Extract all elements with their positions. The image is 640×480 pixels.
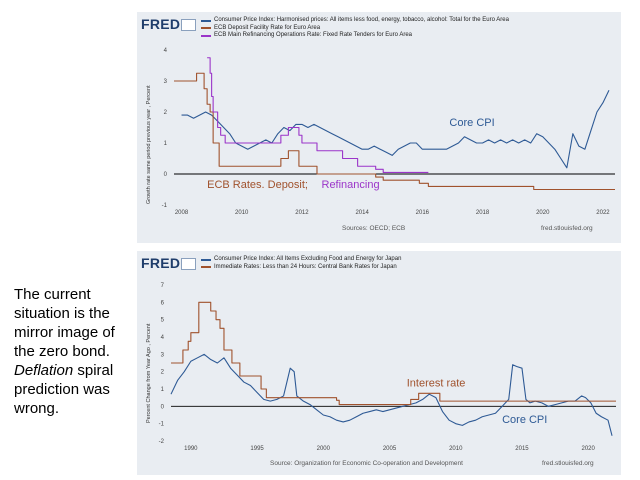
y-tick-label: 2 bbox=[161, 370, 165, 376]
commentary-line-2: spiral prediction was wrong. bbox=[14, 362, 114, 417]
x-tick-label: 2014 bbox=[355, 210, 369, 216]
legend-item-refi-rate: ECB Main Refinancing Operations Rate: Fi… bbox=[201, 32, 509, 40]
series-line bbox=[170, 353, 613, 436]
x-tick-label: 2010 bbox=[449, 446, 463, 452]
annotation-label: Interest rate bbox=[407, 377, 466, 389]
x-tick-label: 2005 bbox=[383, 446, 397, 452]
series-line bbox=[174, 72, 615, 191]
series-line bbox=[181, 90, 610, 169]
fred-logo: FRED bbox=[141, 16, 181, 32]
y-tick-label: 6 bbox=[161, 300, 165, 306]
x-tick-label: 2022 bbox=[596, 210, 610, 216]
legend-swatch bbox=[201, 19, 211, 22]
x-tick-label: 2000 bbox=[317, 446, 331, 452]
site-link[interactable]: fred.stlouisfed.org bbox=[541, 225, 593, 232]
y-tick-label: 0 bbox=[164, 172, 168, 178]
y-tick-label: -1 bbox=[159, 422, 165, 428]
y-tick-label: 5 bbox=[161, 318, 165, 324]
x-tick-label: 2015 bbox=[515, 446, 529, 452]
x-tick-label: 1990 bbox=[184, 446, 198, 452]
legend-label: Consumer Price Index: Harmonised prices:… bbox=[214, 17, 509, 23]
x-tick-label: 2012 bbox=[295, 210, 309, 216]
commentary-text: The current situation is the mirror imag… bbox=[14, 285, 126, 418]
x-tick-label: 2010 bbox=[235, 210, 249, 216]
series-line bbox=[207, 57, 429, 173]
legend-item-deposit-rate: ECB Deposit Facility Rate for Euro Area bbox=[201, 25, 509, 33]
y-tick-label: 3 bbox=[164, 79, 168, 85]
y-tick-label: 3 bbox=[161, 352, 165, 358]
chart-panel-euro-area: FRED Consumer Price Index: Harmonised pr… bbox=[137, 12, 621, 243]
commentary-italic-word: Deflation bbox=[14, 362, 74, 379]
legend-swatch bbox=[201, 266, 211, 269]
commentary-line-1: The current situation is the mirror imag… bbox=[14, 286, 115, 360]
x-tick-label: 1995 bbox=[250, 446, 264, 452]
legend-item-core-cpi: Consumer Price Index: All Items Excludin… bbox=[201, 256, 401, 264]
chart-panel-japan: FRED Consumer Price Index: All Items Exc… bbox=[137, 251, 621, 475]
legend-item-immediate-rate: Immediate Rates: Less than 24 Hours: Cen… bbox=[201, 264, 401, 272]
legend-swatch bbox=[201, 258, 211, 261]
fred-chart-logo-icon bbox=[181, 258, 196, 270]
y-tick-label: 4 bbox=[161, 335, 165, 341]
legend-swatch bbox=[201, 27, 211, 30]
legend: Consumer Price Index: All Items Excludin… bbox=[201, 256, 401, 271]
y-tick-label: 1 bbox=[161, 387, 165, 393]
fred-logo: FRED bbox=[141, 255, 181, 271]
y-tick-label: 4 bbox=[164, 48, 168, 54]
x-tick-label: 2008 bbox=[175, 210, 189, 216]
x-tick-label: 2020 bbox=[582, 446, 596, 452]
y-tick-label: 7 bbox=[161, 283, 165, 289]
y-tick-label: 0 bbox=[161, 404, 165, 410]
y-tick-label: 2 bbox=[164, 110, 168, 116]
x-tick-label: 2020 bbox=[536, 210, 550, 216]
x-tick-label: 2018 bbox=[476, 210, 490, 216]
series-line bbox=[171, 301, 616, 406]
source-note: Sources: OECD; ECB bbox=[342, 225, 406, 232]
y-tick-label: -2 bbox=[159, 439, 165, 445]
annotation-label: Core CPI bbox=[502, 414, 547, 426]
chart-japan: -2 -1 0 1 2 3 4 5 6 7 1990 1995 2000 2005 2010 2015 2020… bbox=[159, 283, 616, 452]
legend-label: ECB Main Refinancing Operations Rate: Fi… bbox=[214, 32, 412, 38]
legend-label: Consumer Price Index: All Items Excludin… bbox=[214, 256, 402, 262]
y-tick-label: 1 bbox=[164, 141, 168, 147]
legend: Consumer Price Index: Harmonised prices:… bbox=[201, 17, 509, 40]
legend-label: Immediate Rates: Less than 24 Hours: Cen… bbox=[214, 263, 397, 270]
source-note: Source: Organization for Economic Co-ope… bbox=[270, 460, 463, 467]
annotation-label: ECB Rates. Deposit; bbox=[207, 179, 308, 191]
chart-euro-area: -1 0 1 2 3 4 2008 2010 2012 2014 2016 2018 2020 2022 C… bbox=[162, 48, 615, 216]
annotation-label: Core CPI bbox=[449, 117, 494, 129]
legend-item-core-cpi: Consumer Price Index: Harmonised prices:… bbox=[201, 17, 509, 25]
legend-label: ECB Deposit Facility Rate for Euro Area bbox=[214, 24, 321, 31]
legend-swatch bbox=[201, 34, 211, 37]
site-link[interactable]: fred.stlouisfed.org bbox=[542, 460, 594, 467]
y-tick-label: -1 bbox=[162, 203, 168, 209]
x-tick-label: 2016 bbox=[416, 210, 430, 216]
fred-chart-logo-icon bbox=[181, 19, 196, 31]
annotation-label: Refinancing bbox=[322, 179, 380, 191]
